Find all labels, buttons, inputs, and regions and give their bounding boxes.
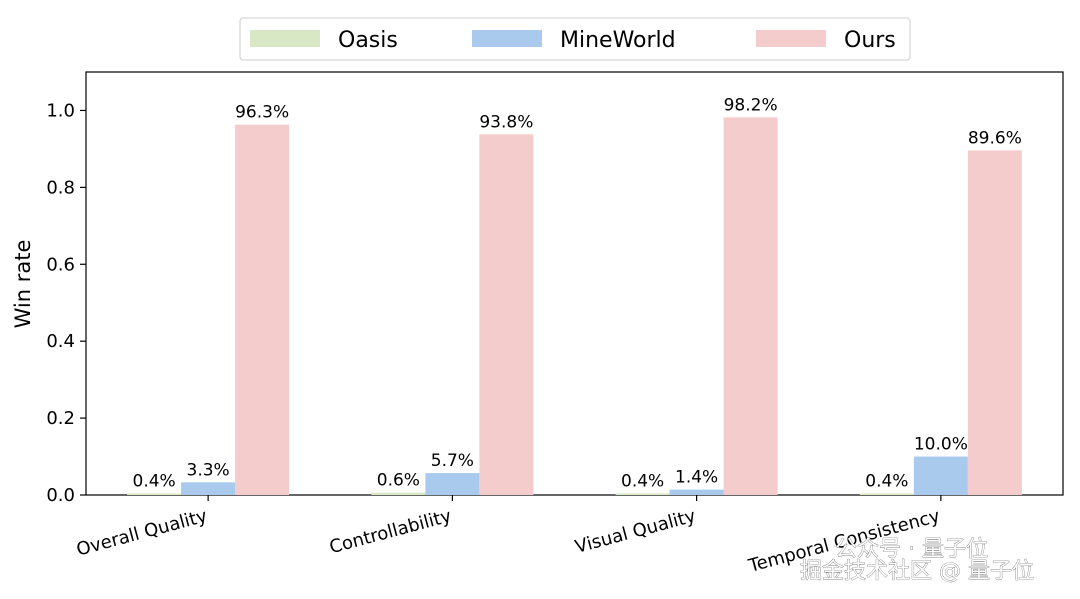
- bar-label-oasis-2: 0.6%: [377, 471, 420, 491]
- legend-swatch-ours: [756, 30, 826, 47]
- bar-oasis-1: [127, 493, 182, 495]
- bar-oasis-3: [615, 493, 670, 495]
- bar-ours-1: [235, 124, 290, 495]
- legend-label-mineworld: MineWorld: [560, 28, 676, 53]
- bar-mineworld-1: [181, 482, 236, 495]
- y-tick-label: 0.4: [46, 331, 75, 352]
- watermark-line-2: 掘金技术社区 @ 量子位: [800, 559, 1034, 584]
- bar-mineworld-3: [669, 489, 724, 495]
- bar-label-oasis-1: 0.4%: [133, 471, 176, 491]
- bars-group: [127, 117, 1022, 495]
- x-tick-label: Overall Quality: [74, 505, 210, 560]
- legend-frame: [239, 17, 911, 61]
- legend-swatch-oasis: [250, 30, 320, 47]
- bar-label-ours-2: 93.8%: [479, 112, 533, 132]
- bar-mineworld-4: [913, 456, 968, 495]
- bar-oasis-2: [371, 492, 426, 495]
- x-tick-label: Controllability: [327, 505, 454, 558]
- y-tick-label: 0.2: [46, 408, 75, 429]
- bar-ours-4: [967, 150, 1022, 495]
- bar-label-mineworld-4: 10.0%: [914, 435, 968, 455]
- bar-label-mineworld-1: 3.3%: [187, 460, 230, 480]
- bar-label-ours-1: 96.3%: [235, 103, 289, 123]
- bar-label-mineworld-2: 5.7%: [431, 451, 474, 471]
- legend-label-oasis: Oasis: [338, 28, 398, 53]
- y-axis-title: Win rate: [11, 240, 35, 329]
- bar-ours-2: [479, 134, 534, 495]
- bar-mineworld-2: [425, 473, 480, 495]
- bar-label-ours-4: 89.6%: [968, 128, 1022, 148]
- bar-label-oasis-4: 0.4%: [865, 471, 908, 491]
- plot-frame: [85, 71, 1064, 496]
- legend: Oasis MineWorld Ours: [239, 17, 911, 61]
- bar-label-ours-3: 98.2%: [724, 95, 778, 115]
- watermark-line-1: 公众号 · 量子位: [835, 537, 988, 562]
- x-tick-label: Visual Quality: [573, 505, 698, 557]
- bar-label-oasis-3: 0.4%: [621, 471, 664, 491]
- bar-labels-group: 0.4% 3.3% 96.3% 0.6% 5.7% 93.8% 0.4% 1.4% 98.2% 0…: [133, 95, 1022, 491]
- bar-label-mineworld-3: 1.4%: [675, 468, 718, 488]
- plot-area: [85, 71, 1064, 496]
- bar-ours-3: [723, 117, 778, 495]
- bar-oasis-4: [859, 493, 914, 495]
- y-tick-label: 1.0: [46, 100, 75, 121]
- y-tick-label: 0.6: [46, 254, 75, 275]
- y-tick-label: 0.8: [46, 177, 75, 198]
- y-axis: 0.0 0.2 0.4 0.6 0.8 1.0: [46, 100, 86, 506]
- legend-label-ours: Ours: [844, 28, 896, 53]
- y-tick-label: 0.0: [46, 485, 75, 506]
- legend-swatch-mineworld: [472, 30, 542, 47]
